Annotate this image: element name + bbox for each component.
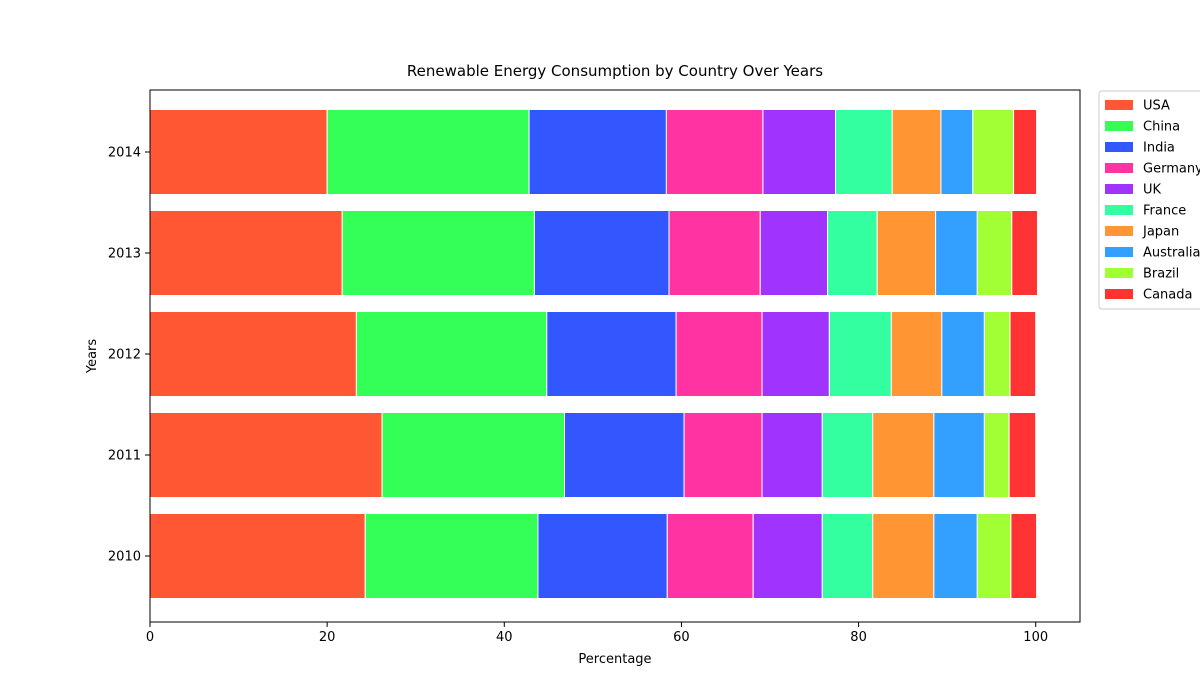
- bar-germany-2012: [675, 311, 763, 397]
- bar-usa-2012: [149, 311, 357, 397]
- legend-label-canada: Canada: [1143, 288, 1192, 303]
- bar-uk-2012: [761, 311, 830, 397]
- bar-france-2012: [828, 311, 892, 397]
- y-tick-label: 2010: [108, 550, 141, 565]
- legend-swatch-canada: [1105, 289, 1133, 299]
- bar-germany-2014: [665, 109, 764, 195]
- bar-india-2014: [528, 109, 667, 195]
- legend-swatch-brazil: [1105, 268, 1133, 278]
- bar-germany-2013: [668, 210, 761, 296]
- y-tick-label: 2012: [108, 348, 141, 363]
- bar-japan-2012: [890, 311, 943, 397]
- bar-uk-2014: [762, 109, 837, 195]
- bar-australia-2014: [940, 109, 974, 195]
- legend-swatch-india: [1105, 142, 1133, 152]
- bar-canada-2013: [1011, 210, 1038, 296]
- legend-swatch-china: [1105, 121, 1133, 131]
- legend-swatch-germany: [1105, 163, 1133, 173]
- x-tick-label: 100: [1023, 630, 1048, 645]
- legend-label-australia: Australia: [1143, 246, 1200, 261]
- bar-australia-2010: [933, 513, 978, 599]
- bar-india-2013: [533, 210, 670, 296]
- legend-swatch-uk: [1105, 184, 1133, 194]
- legend-label-japan: Japan: [1142, 225, 1179, 240]
- bar-australia-2013: [935, 210, 978, 296]
- bar-china-2012: [355, 311, 548, 397]
- legend-swatch-france: [1105, 205, 1133, 215]
- legend-swatch-usa: [1105, 100, 1133, 110]
- bar-china-2013: [341, 210, 535, 296]
- bar-india-2011: [564, 412, 685, 498]
- bars-group: [149, 109, 1038, 599]
- x-tick-label: 0: [146, 630, 154, 645]
- bar-japan-2011: [872, 412, 935, 498]
- x-tick-label: 80: [850, 630, 867, 645]
- x-tick-label: 60: [673, 630, 690, 645]
- bar-japan-2013: [876, 210, 937, 296]
- bar-france-2013: [827, 210, 878, 296]
- bar-brazil-2014: [972, 109, 1015, 195]
- bar-brazil-2010: [976, 513, 1012, 599]
- bar-china-2010: [364, 513, 539, 599]
- y-tick-label: 2014: [108, 146, 141, 161]
- bar-germany-2010: [666, 513, 754, 599]
- bar-india-2012: [546, 311, 677, 397]
- bar-canada-2012: [1009, 311, 1037, 397]
- legend-swatch-australia: [1105, 247, 1133, 257]
- bar-china-2011: [381, 412, 566, 498]
- bar-usa-2010: [149, 513, 366, 599]
- y-tick-label: 2011: [108, 449, 141, 464]
- legend-label-china: China: [1143, 120, 1180, 135]
- x-axis-label: Percentage: [578, 652, 651, 667]
- x-tick-label: 40: [496, 630, 513, 645]
- bar-france-2011: [821, 412, 874, 498]
- bar-uk-2011: [761, 412, 823, 498]
- bar-canada-2014: [1013, 109, 1038, 195]
- bar-canada-2010: [1010, 513, 1038, 599]
- bar-china-2014: [326, 109, 530, 195]
- bar-brazil-2013: [976, 210, 1013, 296]
- bar-uk-2013: [759, 210, 829, 296]
- bar-france-2010: [821, 513, 874, 599]
- y-axis-label: Years: [85, 339, 100, 375]
- bar-uk-2010: [752, 513, 823, 599]
- legend-swatch-japan: [1105, 226, 1133, 236]
- legend: USA China India Germany UK France Japan Austral…: [1098, 90, 1200, 310]
- chart-title: Renewable Energy Consumption by Country …: [407, 62, 823, 80]
- y-axis-ticks: 2010 2011 2012 2013 2014: [108, 146, 150, 565]
- bar-canada-2011: [1008, 412, 1037, 498]
- bar-usa-2011: [149, 412, 383, 498]
- bar-france-2014: [835, 109, 893, 195]
- bar-brazil-2012: [983, 311, 1011, 397]
- bar-japan-2010: [872, 513, 935, 599]
- x-axis-ticks: 0 20 40 60 80 100: [146, 622, 1048, 645]
- bar-india-2010: [537, 513, 668, 599]
- legend-label-usa: USA: [1143, 99, 1170, 114]
- bar-usa-2014: [149, 109, 328, 195]
- legend-label-germany: Germany: [1143, 162, 1200, 177]
- x-tick-label: 20: [319, 630, 336, 645]
- legend-label-uk: UK: [1143, 183, 1162, 198]
- bar-australia-2012: [941, 311, 985, 397]
- legend-label-france: France: [1143, 204, 1186, 219]
- plot-frame: [149, 89, 1081, 623]
- legend-label-india: India: [1143, 141, 1175, 156]
- bar-australia-2011: [933, 412, 985, 498]
- legend-label-brazil: Brazil: [1143, 267, 1179, 282]
- bar-usa-2013: [149, 210, 343, 296]
- y-tick-label: 2013: [108, 247, 141, 262]
- bar-brazil-2011: [983, 412, 1010, 498]
- bar-japan-2014: [891, 109, 942, 195]
- bar-germany-2011: [683, 412, 763, 498]
